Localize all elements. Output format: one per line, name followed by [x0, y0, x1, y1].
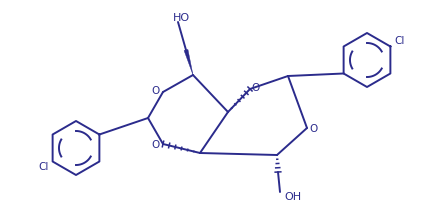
Text: O: O [310, 124, 318, 134]
Text: Cl: Cl [395, 36, 405, 46]
Text: O: O [151, 140, 159, 150]
Text: OH: OH [284, 192, 301, 202]
Text: HO: HO [172, 13, 190, 23]
Text: Cl: Cl [38, 162, 48, 172]
Polygon shape [184, 49, 193, 75]
Text: O: O [151, 86, 159, 96]
Text: O: O [252, 83, 260, 93]
